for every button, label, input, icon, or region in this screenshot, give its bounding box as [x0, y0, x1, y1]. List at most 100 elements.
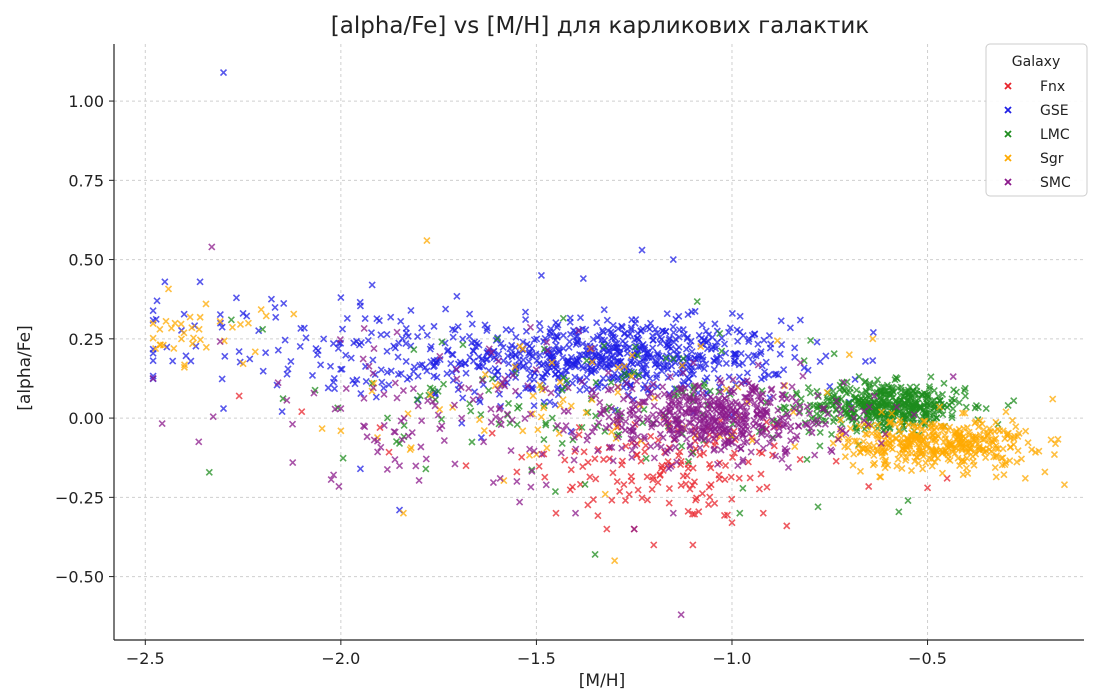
point-sgr — [856, 467, 865, 475]
point-gse — [161, 278, 169, 286]
point-sgr — [896, 416, 904, 424]
point-sgr — [407, 444, 415, 452]
point-lmc — [607, 378, 615, 387]
point-fnx — [621, 496, 630, 505]
point-smc — [689, 359, 697, 367]
point-lmc — [924, 393, 932, 402]
point-smc — [673, 458, 681, 466]
point-sgr — [928, 462, 936, 470]
point-smc — [584, 432, 592, 440]
point-sgr — [611, 557, 619, 565]
point-sgr — [979, 426, 988, 434]
point-sgr — [908, 429, 916, 437]
point-smc — [877, 439, 885, 447]
point-smc — [424, 397, 432, 405]
point-gse — [329, 378, 338, 386]
point-gse — [373, 315, 381, 323]
point-sgr — [829, 439, 837, 447]
point-sgr — [1008, 416, 1017, 425]
x-tick-label: −2.5 — [126, 649, 165, 668]
point-gse — [702, 360, 710, 368]
point-gse — [525, 364, 533, 373]
point-smc — [588, 386, 597, 394]
point-smc — [650, 402, 658, 410]
point-gse — [462, 369, 470, 377]
point-sgr — [1024, 439, 1032, 447]
point-sgr — [873, 428, 881, 436]
point-gse — [516, 349, 524, 358]
point-gse — [418, 324, 426, 332]
point-lmc — [877, 386, 885, 394]
point-gse — [702, 327, 710, 335]
point-gse — [219, 405, 228, 413]
point-fnx — [715, 475, 723, 483]
point-gse — [587, 367, 595, 376]
point-gse — [669, 256, 677, 264]
point-gse — [627, 324, 635, 332]
point-smc — [393, 394, 401, 402]
point-gse — [609, 321, 617, 329]
point-smc — [649, 411, 657, 419]
point-smc — [412, 462, 420, 470]
point-gse — [685, 375, 693, 383]
point-smc — [814, 420, 822, 428]
point-sgr — [1022, 427, 1030, 435]
point-gse — [672, 370, 680, 378]
point-smc — [487, 418, 495, 426]
point-sgr — [1041, 468, 1049, 476]
point-gse — [651, 325, 659, 333]
point-gse — [546, 398, 554, 406]
point-sgr — [177, 320, 185, 328]
point-gse — [682, 345, 690, 353]
legend-marker-fnx — [1004, 82, 1012, 90]
point-gse — [385, 381, 393, 389]
point-gse — [442, 305, 450, 313]
point-gse — [664, 365, 672, 373]
point-lmc — [227, 316, 235, 324]
point-sgr — [864, 422, 872, 431]
point-sgr — [919, 465, 927, 473]
point-sgr — [697, 342, 705, 351]
point-gse — [550, 363, 558, 371]
point-gse — [762, 358, 770, 366]
point-sgr — [904, 421, 912, 429]
point-lmc — [895, 403, 903, 411]
point-sgr — [1006, 457, 1014, 465]
point-smc — [633, 377, 641, 385]
point-gse — [573, 338, 581, 346]
point-smc — [618, 409, 626, 417]
point-smc — [289, 459, 297, 467]
point-sgr — [954, 454, 962, 462]
point-smc — [538, 450, 546, 458]
point-smc — [650, 419, 658, 428]
point-smc — [391, 379, 399, 387]
point-sgr — [984, 436, 993, 444]
point-fnx — [540, 450, 548, 458]
point-smc — [622, 417, 630, 426]
y-tick-label: 1.00 — [68, 92, 104, 111]
point-smc — [415, 476, 423, 484]
point-fnx — [704, 500, 713, 509]
point-smc — [458, 414, 466, 422]
point-gse — [491, 365, 499, 373]
point-smc — [390, 428, 398, 436]
point-gse — [645, 353, 653, 361]
point-smc — [614, 383, 622, 391]
point-gse — [791, 344, 799, 352]
point-gse — [598, 326, 607, 334]
point-lmc — [903, 396, 911, 405]
point-smc — [754, 392, 762, 400]
point-sgr — [961, 409, 969, 417]
point-smc — [469, 396, 477, 404]
point-smc — [836, 409, 845, 418]
point-smc — [547, 389, 555, 397]
point-gse — [274, 346, 282, 354]
point-lmc — [830, 350, 838, 358]
point-gse — [246, 355, 254, 363]
point-lmc — [838, 420, 846, 428]
point-smc — [799, 372, 807, 380]
point-smc — [666, 425, 674, 433]
point-smc — [391, 455, 399, 464]
point-lmc — [684, 457, 693, 466]
point-smc — [757, 430, 765, 438]
